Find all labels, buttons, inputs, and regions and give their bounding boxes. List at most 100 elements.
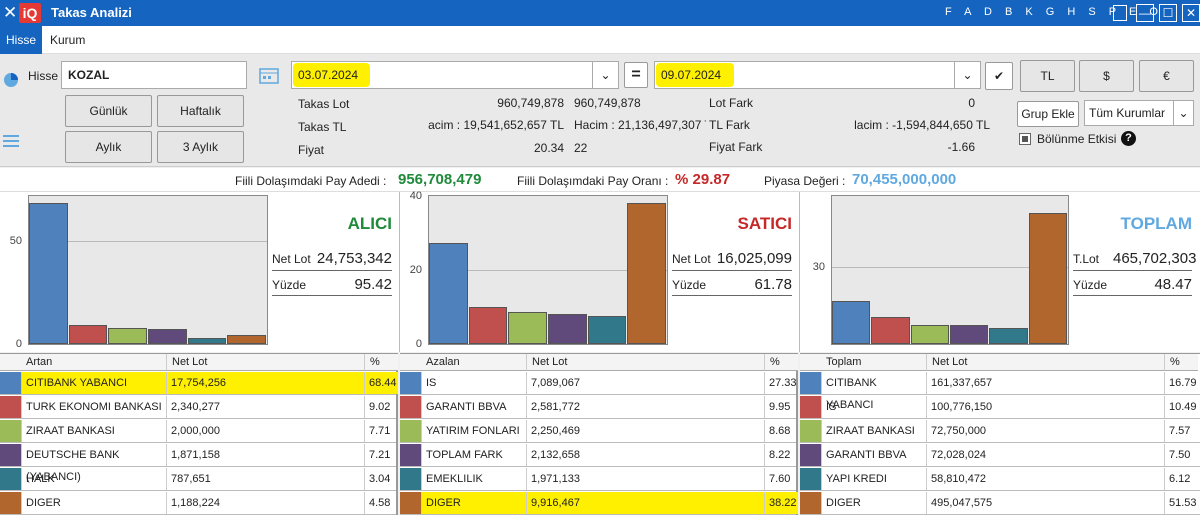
date-to-select[interactable]: 09.07.2024 ⌄: [654, 61, 981, 89]
currency-usd-button[interactable]: $: [1079, 60, 1134, 92]
table-row[interactable]: DIGER 9,916,467 38.22: [400, 492, 798, 515]
column-header[interactable]: Azalan: [421, 354, 526, 371]
menu-icon[interactable]: [3, 134, 19, 148]
table-cell: HALK: [21, 468, 166, 490]
tab-hisse[interactable]: Hisse: [0, 26, 43, 54]
bar-halk[interactable]: [187, 337, 227, 344]
table-row[interactable]: DIGER 495,047,575 51.53: [800, 492, 1200, 515]
column-header[interactable]: Net Lot: [526, 354, 764, 371]
layout-icon[interactable]: [1113, 5, 1127, 21]
table-row[interactable]: YATIRIM FONLARI 2,250,469 8.68: [400, 420, 796, 443]
column-header[interactable]: %: [364, 354, 398, 371]
close-x-icon[interactable]: ✕: [3, 3, 18, 22]
bar-garanti-bbva[interactable]: [468, 307, 508, 344]
date-from-value: 03.07.2024: [298, 68, 359, 82]
maximize-button[interactable]: ☐: [1159, 4, 1177, 22]
table-cell: 58,810,472: [926, 468, 1164, 490]
table-cell: IS: [821, 396, 926, 418]
bar-citibank-yabanci[interactable]: [832, 301, 871, 344]
net-lot-value: 24,753,342: [316, 250, 392, 267]
table-cell: 72,750,000: [926, 420, 1164, 442]
table-row[interactable]: IS 100,776,150 10.49: [800, 396, 1200, 419]
table-cell: 8.22: [764, 444, 798, 466]
date-from-select[interactable]: 03.07.2024 ⌄: [291, 61, 619, 89]
fiili-adet-value: 956,708,479: [398, 171, 482, 188]
divider: [672, 295, 792, 296]
equals-button[interactable]: =: [624, 62, 648, 88]
table-row[interactable]: GARANTI BBVA 72,028,024 7.50: [800, 444, 1200, 467]
bar-citibank-yabanci[interactable]: [29, 203, 68, 344]
bolunme-checkbox[interactable]: [1019, 133, 1031, 145]
bar-yatirim-fonlari[interactable]: [508, 311, 547, 344]
column-header[interactable]: %: [1164, 354, 1198, 371]
column-header[interactable]: Net Lot: [166, 354, 364, 371]
date-picker-icon[interactable]: [259, 66, 279, 84]
pie-icon[interactable]: [3, 72, 19, 88]
bar-toplam-fark[interactable]: [548, 313, 587, 344]
bar-is[interactable]: [429, 242, 468, 344]
takas-lot-value: 960,749,878: [497, 96, 564, 110]
bar-diger[interactable]: [627, 202, 666, 344]
currency-eur-button[interactable]: €: [1139, 60, 1194, 92]
bar-ziraat-bankasi[interactable]: [108, 328, 147, 344]
table-cell: GARANTI BBVA: [821, 444, 926, 466]
table-row[interactable]: CITIBANK YABANCI 161,337,657 16.79: [800, 372, 1200, 411]
info-bar: Fiili Dolaşımdaki Pay Adedi : 956,708,47…: [0, 168, 1200, 192]
table-cell: CITIBANK YABANCI: [21, 372, 166, 394]
bar-plot: [28, 195, 268, 345]
table-row[interactable]: TOPLAM FARK 2,132,658 8.22: [400, 444, 796, 467]
color-swatch: [800, 372, 821, 394]
table-cell: 16.79: [1164, 372, 1198, 394]
gridline: [29, 241, 267, 243]
table-row[interactable]: CITIBANK YABANCI 17,754,256 68.44: [0, 372, 398, 395]
column-header[interactable]: %: [764, 354, 798, 371]
minimize-button[interactable]: —: [1136, 4, 1154, 22]
yuzde-label: Yüzde: [1073, 278, 1108, 292]
chart-title: SATICI: [737, 214, 792, 233]
table-row[interactable]: DEUTSCHE BANK (YABANCI) 1,871,158 7.21: [0, 444, 396, 483]
confirm-check-button[interactable]: ✔: [985, 62, 1013, 90]
table-row[interactable]: YAPI KREDI 58,810,472 6.12: [800, 468, 1200, 491]
column-header[interactable]: Net Lot: [926, 354, 1164, 371]
currency-tl-button[interactable]: TL: [1020, 60, 1075, 92]
grup-ekle-button[interactable]: Grup Ekle: [1017, 101, 1079, 127]
table-cell: 9.02: [364, 396, 398, 418]
table-row[interactable]: TURK EKONOMI BANKASI 2,340,277 9.02: [0, 396, 396, 419]
app-logo: iQ: [19, 3, 41, 23]
bar-yapi-kredi[interactable]: [989, 328, 1028, 344]
aylik-button[interactable]: Aylık: [65, 131, 152, 163]
hisse-input[interactable]: KOZAL: [61, 61, 247, 89]
table-row[interactable]: HALK 787,651 3.04: [0, 468, 396, 491]
3-aylik-button[interactable]: 3 Aylık: [157, 131, 244, 163]
table-row[interactable]: IS 7,089,067 27.33: [400, 372, 797, 395]
bar-ziraat-bankasi[interactable]: [910, 324, 949, 344]
tab-kurum[interactable]: Kurum: [50, 33, 86, 47]
table-row[interactable]: DIGER 1,188,224 4.58: [0, 492, 396, 515]
haftalik-button[interactable]: Haftalık: [157, 95, 244, 127]
gunluk-button[interactable]: Günlük: [65, 95, 152, 127]
table-cell: YAPI KREDI: [821, 468, 926, 490]
bar-deutsche-bank-yabanci-[interactable]: [148, 329, 187, 344]
table-row[interactable]: ZIRAAT BANKASI 2,000,000 7.71: [0, 420, 396, 443]
shortcut-letters[interactable]: F A D B K G H S P E O: [945, 6, 1163, 18]
help-icon[interactable]: ?: [1121, 131, 1136, 146]
fiili-adet-label: Fiili Dolaşımdaki Pay Adedi :: [235, 174, 387, 188]
bar-turk-ekonomi-bankasi[interactable]: [68, 325, 108, 344]
column-header[interactable]: Artan: [21, 354, 166, 371]
bar-diger[interactable]: [227, 334, 266, 344]
divider: [272, 270, 392, 271]
column-header-swatch: [800, 354, 821, 371]
table-cell: 7,089,067: [526, 372, 764, 394]
table-row[interactable]: GARANTI BBVA 2,581,772 9.95: [400, 396, 796, 419]
lot-fark-value: 0: [968, 96, 975, 110]
close-button[interactable]: ✕: [1182, 4, 1200, 22]
bar-emeklilik-fonlari[interactable]: [587, 315, 627, 344]
column-header[interactable]: Toplam: [821, 354, 926, 371]
kurum-select[interactable]: Tüm Kurumlar ⌄: [1084, 100, 1194, 126]
bar-is[interactable]: [871, 317, 910, 344]
table-row[interactable]: ZIRAAT BANKASI 72,750,000 7.57: [800, 420, 1200, 443]
bar-garanti-bbva[interactable]: [950, 324, 989, 344]
table-cell: 787,651: [166, 468, 364, 490]
bar-diger[interactable]: [1028, 212, 1067, 344]
